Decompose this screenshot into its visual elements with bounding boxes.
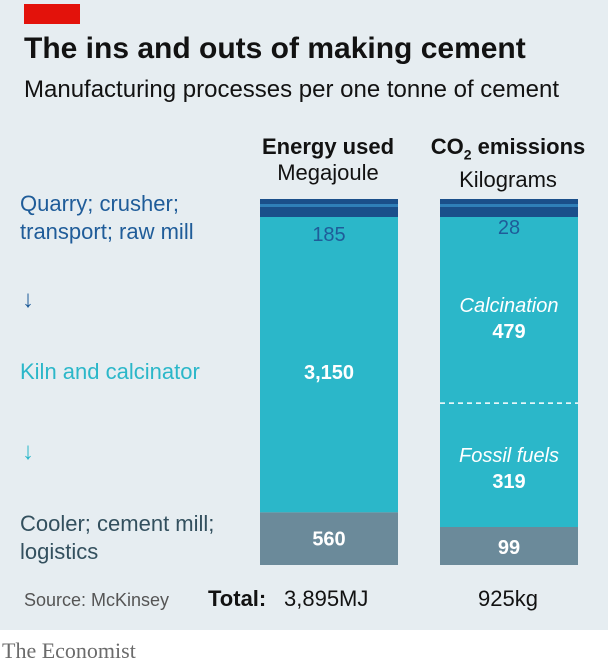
stage-label-kiln: Kiln and calcinator — [20, 359, 200, 384]
chart-subtitle: Manufacturing processes per one tonne of… — [24, 76, 559, 103]
co2-bar-stripe — [440, 204, 578, 207]
arrow-down-icon: ↓ — [22, 286, 34, 313]
co2-bar-kiln — [440, 217, 578, 527]
energy-bar: 185 3,150 560 — [260, 199, 398, 565]
energy-bar-cooler — [260, 512, 398, 565]
energy-column-unit: Megajoule — [277, 160, 379, 185]
co2-bar-quarry — [440, 199, 578, 217]
co2-bar-cooler — [440, 527, 578, 565]
co2-label-fossil: 319 — [492, 471, 525, 493]
stage-label-cooler: Cooler; cement mill; logistics — [20, 511, 215, 564]
energy-column-title: Energy used — [261, 134, 395, 159]
co2-sublabel-fossil: Fossil fuels — [459, 445, 559, 467]
brand-red-bar — [24, 4, 80, 24]
co2-label-cooler: 99 — [498, 537, 520, 559]
energy-column-header: Energy used Megajoule — [228, 134, 428, 186]
arrow-down-icon: ↓ — [22, 438, 34, 465]
total-label: Total: — [208, 586, 267, 611]
co2-column-title: CO2 emissions — [430, 134, 586, 163]
co2-bar: 28 Calcination 479 Fossil fuels 319 99 — [440, 199, 578, 565]
stage-label-quarry: Quarry; crusher; transport; raw mill — [20, 191, 194, 244]
energy-bar-stripe — [260, 204, 398, 207]
energy-label-quarry: 185 — [312, 224, 345, 246]
chart-title: The ins and outs of making cement — [24, 32, 526, 65]
co2-label-quarry: 28 — [498, 217, 520, 239]
co2-total: 925kg — [478, 586, 538, 611]
co2-sublabel-calcination: Calcination — [460, 295, 559, 317]
co2-column-unit: Kilograms — [459, 167, 557, 193]
energy-label-cooler: 560 — [312, 529, 345, 551]
stacked-bar-chart: 185 3,150 560 28 Calcination 479 Fossil fuels… — [260, 199, 578, 565]
energy-total: 3,895MJ — [284, 586, 369, 611]
co2-label-calcination: 479 — [492, 321, 525, 343]
energy-bar-kiln — [260, 217, 398, 513]
publisher-logo: The Economist — [2, 638, 136, 663]
source-note: Source: McKinsey — [24, 590, 170, 610]
co2-column-header: CO2 emissions Kilograms — [408, 134, 608, 193]
energy-label-kiln: 3,150 — [304, 362, 354, 384]
energy-bar-quarry — [260, 199, 398, 217]
